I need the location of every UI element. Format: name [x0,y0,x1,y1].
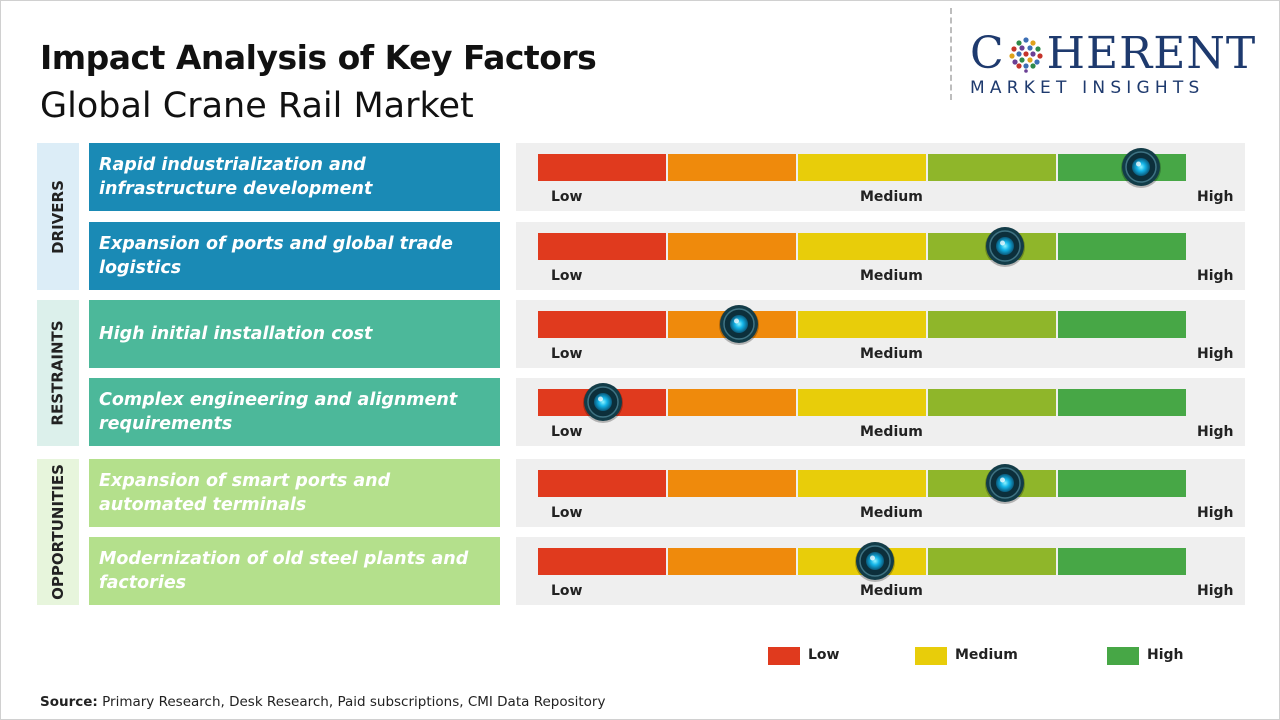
factor-label: Modernization of old steel plants and fa… [89,537,500,605]
gauge-segment [538,233,668,260]
gauge-segment [798,154,928,181]
legend-swatch-low [768,647,800,665]
category-drivers: DRIVERS [37,143,79,290]
gauge-label-medium: Medium [860,189,923,205]
gauge-label-high: High [1197,346,1234,362]
gauge-label-low: Low [551,583,583,599]
legend-swatch-medium [915,647,947,665]
gauge-segment [928,389,1058,416]
source-note: Source: Primary Research, Desk Research,… [40,694,605,710]
page-title: Impact Analysis of Key Factors [40,38,597,77]
gauge-segment [668,548,798,575]
gauge-label-high: High [1197,424,1234,440]
factor-label: Complex engineering and alignment requir… [89,378,500,446]
header-divider [950,8,952,100]
gauge-segment [1058,389,1186,416]
gauge-segment [798,311,928,338]
gauge-label-low: Low [551,346,583,362]
gauge-segment [928,311,1058,338]
gauge-segment [668,233,798,260]
impact-marker [718,305,759,345]
impact-marker [1120,148,1161,188]
source-label: Source: [40,694,98,710]
logo-word-end: HERENT [1046,28,1257,79]
gauge-label-medium: Medium [860,505,923,521]
impact-marker [582,383,623,423]
gauge-segment [538,548,668,575]
category-label: RESTRAINTS [49,320,68,426]
gauge-segment [928,154,1058,181]
gauge-segment [798,233,928,260]
gauge-segment [1058,470,1186,497]
category-label: OPPORTUNITIES [49,464,67,600]
gauge-segment [1058,311,1186,338]
gauge-segment [928,548,1058,575]
gauge-segment [1058,548,1186,575]
legend-swatch-high [1107,647,1139,665]
gauge-label-medium: Medium [860,424,923,440]
logo-word-start: C [970,28,1005,79]
factor-label: Expansion of ports and global trade logi… [89,222,500,290]
category-label: DRIVERS [49,179,68,254]
gauge-label-low: Low [551,189,583,205]
company-logo: C [970,30,1260,100]
gauge-segment [1058,233,1186,260]
gauge-segment [538,311,668,338]
logo-dots-icon [1009,37,1043,73]
gauge-segment [798,389,928,416]
factor-label: High initial installation cost [89,300,500,368]
gauge-label-low: Low [551,424,583,440]
legend-label-low: Low [808,647,840,663]
gauge-segment [798,470,928,497]
category-opportunities: OPPORTUNITIES [37,459,79,605]
gauge-bar [538,233,1186,260]
source-text: Primary Research, Desk Research, Paid su… [102,694,606,710]
legend-label-medium: Medium [955,647,1018,663]
factor-label: Rapid industrialization and infrastructu… [89,143,500,211]
gauge-label-low: Low [551,505,583,521]
gauge-label-high: High [1197,505,1234,521]
gauge-label-medium: Medium [860,583,923,599]
gauge-segment [668,470,798,497]
impact-marker [984,464,1025,504]
gauge-bar [538,548,1186,575]
legend-label-high: High [1147,647,1184,663]
impact-marker [984,227,1025,267]
gauge-segment [538,154,668,181]
gauge-bar [538,154,1186,181]
gauge-label-medium: Medium [860,268,923,284]
gauge-label-low: Low [551,268,583,284]
factor-label: Expansion of smart ports and automated t… [89,459,500,527]
gauge-segment [668,389,798,416]
gauge-label-high: High [1197,268,1234,284]
impact-marker [854,542,895,582]
gauge-bar [538,470,1186,497]
gauge-label-high: High [1197,583,1234,599]
gauge-label-medium: Medium [860,346,923,362]
category-restraints: RESTRAINTS [37,300,79,446]
logo-tagline: MARKET INSIGHTS [970,78,1205,98]
page-subtitle: Global Crane Rail Market [40,86,474,126]
gauge-bar [538,311,1186,338]
gauge-label-high: High [1197,189,1234,205]
gauge-bar [538,389,1186,416]
gauge-segment [668,154,798,181]
gauge-segment [538,470,668,497]
